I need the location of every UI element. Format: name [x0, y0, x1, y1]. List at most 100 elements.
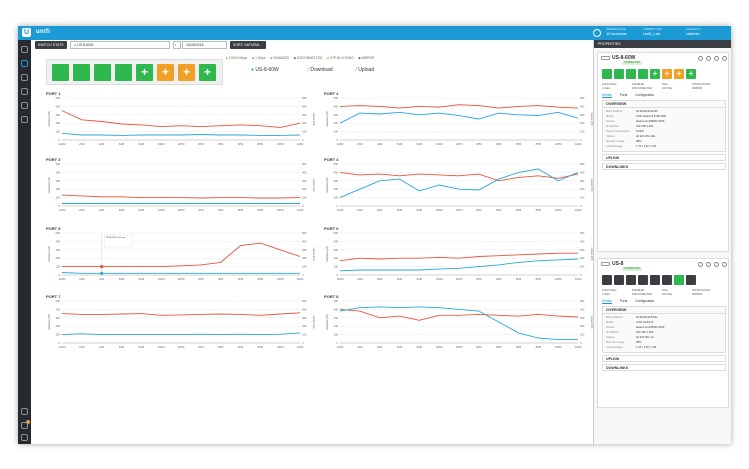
- data-point[interactable]: [557, 112, 559, 113]
- data-point[interactable]: [399, 269, 400, 271]
- data-point[interactable]: [518, 106, 519, 107]
- data-point[interactable]: [339, 310, 341, 312]
- data-point[interactable]: [220, 197, 221, 198]
- tab-configuration[interactable]: Configuration: [635, 299, 655, 303]
- data-point[interactable]: [458, 188, 460, 190]
- data-point[interactable]: [359, 257, 361, 259]
- data-point[interactable]: [518, 177, 519, 178]
- data-point[interactable]: [200, 333, 202, 335]
- data-point[interactable]: [478, 105, 480, 106]
- port-1-button[interactable]: [602, 275, 612, 285]
- data-point[interactable]: [359, 307, 361, 308]
- insights-icon[interactable]: [21, 116, 28, 123]
- data-point[interactable]: [577, 258, 579, 260]
- data-point[interactable]: [458, 309, 460, 310]
- tab-ports[interactable]: Ports: [619, 299, 628, 303]
- series-download-line[interactable]: [62, 242, 301, 268]
- data-point[interactable]: [141, 313, 142, 314]
- data-point[interactable]: [260, 125, 261, 126]
- data-point[interactable]: [160, 126, 162, 127]
- data-point[interactable]: [478, 266, 480, 267]
- settings-icon[interactable]: [714, 56, 719, 61]
- data-point[interactable]: [577, 107, 579, 109]
- data-point[interactable]: [101, 121, 102, 122]
- port-3-button[interactable]: [94, 64, 111, 81]
- data-point[interactable]: [458, 115, 460, 116]
- data-point[interactable]: [299, 332, 301, 334]
- series-upload-line[interactable]: [339, 258, 579, 272]
- data-point[interactable]: [81, 119, 83, 121]
- data-point[interactable]: [538, 175, 539, 177]
- data-point[interactable]: [279, 203, 281, 204]
- data-point[interactable]: [577, 172, 579, 173]
- data-point[interactable]: [61, 266, 63, 267]
- data-point[interactable]: [121, 123, 122, 125]
- data-point[interactable]: [160, 273, 162, 274]
- data-point[interactable]: [538, 314, 539, 315]
- data-point[interactable]: [279, 333, 281, 335]
- data-point[interactable]: [81, 203, 83, 204]
- device-select[interactable]: ● US-8-60W: [70, 41, 170, 49]
- data-point[interactable]: [299, 256, 301, 257]
- data-point[interactable]: [339, 260, 341, 261]
- data-point[interactable]: [240, 203, 241, 204]
- data-point[interactable]: [399, 112, 400, 113]
- port-2-button[interactable]: [614, 69, 624, 79]
- close-icon[interactable]: [722, 56, 727, 61]
- data-point[interactable]: [240, 314, 241, 315]
- data-point[interactable]: [379, 106, 380, 107]
- data-point[interactable]: [379, 258, 380, 260]
- data-point[interactable]: [220, 125, 221, 126]
- alerts-icon[interactable]: [21, 408, 28, 415]
- data-point[interactable]: [299, 197, 301, 198]
- data-point[interactable]: [61, 313, 63, 314]
- data-point[interactable]: [160, 334, 162, 335]
- locate-icon[interactable]: [706, 262, 711, 267]
- series-download-line[interactable]: [61, 110, 301, 128]
- data-point[interactable]: [279, 249, 281, 251]
- port-5-button[interactable]: +: [650, 69, 660, 79]
- data-point[interactable]: [81, 195, 83, 197]
- data-point[interactable]: [419, 257, 420, 259]
- data-point[interactable]: [379, 113, 380, 115]
- data-point[interactable]: [220, 203, 221, 204]
- tab-details[interactable]: Details: [602, 93, 612, 98]
- port-4-button[interactable]: [115, 64, 132, 81]
- prev-date-button[interactable]: ‹: [173, 41, 181, 49]
- overview-header[interactable]: OVERVIEW: [603, 307, 725, 314]
- data-point[interactable]: [81, 333, 83, 335]
- refresh-icon[interactable]: [698, 262, 703, 267]
- data-point[interactable]: [379, 317, 380, 319]
- data-point[interactable]: [200, 314, 202, 315]
- sort-select[interactable]: SORT: NATURAL: [230, 41, 266, 49]
- data-point[interactable]: [260, 315, 261, 316]
- data-point[interactable]: [498, 255, 499, 256]
- data-point[interactable]: [438, 307, 440, 308]
- data-point[interactable]: [160, 266, 162, 267]
- data-point[interactable]: [260, 242, 261, 244]
- data-point[interactable]: [200, 197, 202, 199]
- data-point[interactable]: [419, 173, 420, 175]
- port-4-button[interactable]: [638, 69, 648, 79]
- data-point[interactable]: [160, 315, 162, 316]
- data-point[interactable]: [101, 314, 102, 315]
- data-point[interactable]: [121, 266, 122, 267]
- data-point[interactable]: [299, 203, 301, 204]
- port-8-button[interactable]: +: [686, 69, 696, 79]
- refresh-icon[interactable]: [593, 29, 601, 37]
- data-point[interactable]: [577, 117, 579, 119]
- data-point[interactable]: [498, 264, 499, 266]
- data-point[interactable]: [458, 104, 460, 105]
- data-point[interactable]: [260, 334, 261, 335]
- data-point[interactable]: [339, 106, 341, 107]
- data-point[interactable]: [538, 337, 539, 339]
- data-point[interactable]: [518, 172, 519, 173]
- tab-details[interactable]: Details: [602, 299, 612, 304]
- data-point[interactable]: [577, 339, 579, 340]
- data-point[interactable]: [180, 134, 182, 136]
- data-point[interactable]: [399, 315, 400, 317]
- data-point[interactable]: [379, 306, 380, 308]
- data-point[interactable]: [141, 334, 142, 335]
- data-point[interactable]: [557, 178, 559, 179]
- data-point[interactable]: [557, 339, 559, 340]
